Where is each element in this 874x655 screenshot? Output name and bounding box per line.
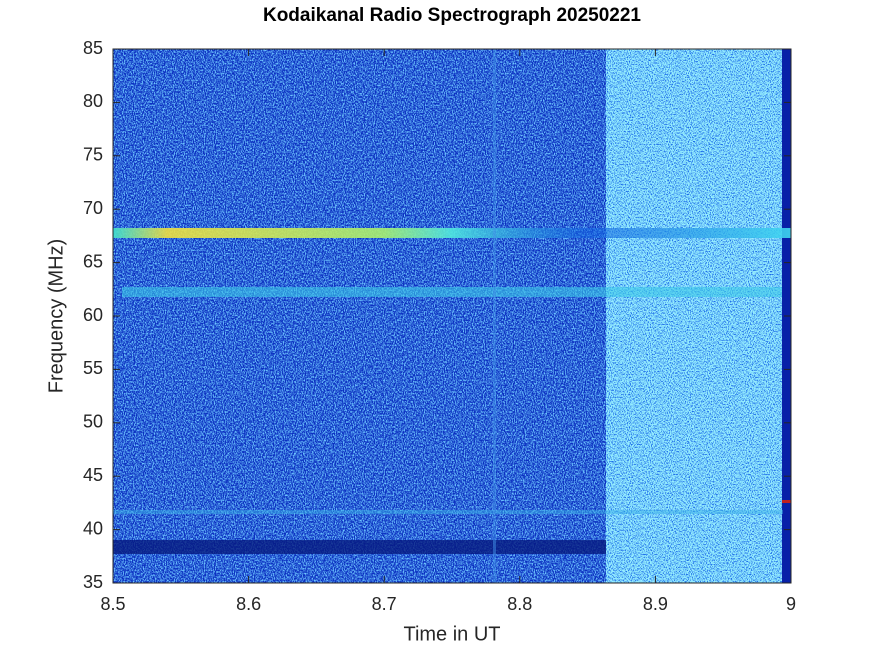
y-tick-label: 65 — [83, 251, 103, 271]
y-axis-label: Frequency (MHz) — [45, 239, 67, 393]
x-tick-label: 8.6 — [236, 594, 261, 614]
x-axis-label: Time in UT — [403, 623, 500, 645]
x-tick-label: 8.8 — [507, 594, 532, 614]
y-tick-label: 40 — [83, 518, 103, 538]
y-tick-label: 45 — [83, 465, 103, 485]
x-tick-label: 8.9 — [643, 594, 668, 614]
y-tick-label: 70 — [83, 198, 103, 218]
spectrogram-image — [113, 49, 791, 583]
x-tick-label: 9 — [786, 594, 796, 614]
y-tick-label: 80 — [83, 91, 103, 111]
x-tick-label: 8.5 — [100, 594, 125, 614]
y-tick-label: 55 — [83, 358, 103, 378]
y-tick-label: 35 — [83, 572, 103, 592]
y-tick-label: 60 — [83, 305, 103, 325]
x-tick-label: 8.7 — [372, 594, 397, 614]
y-tick-label: 50 — [83, 412, 103, 432]
y-tick-label: 85 — [83, 38, 103, 58]
chart-title: Kodaikanal Radio Spectrograph 20250221 — [263, 5, 641, 26]
y-tick-label: 75 — [83, 145, 103, 165]
